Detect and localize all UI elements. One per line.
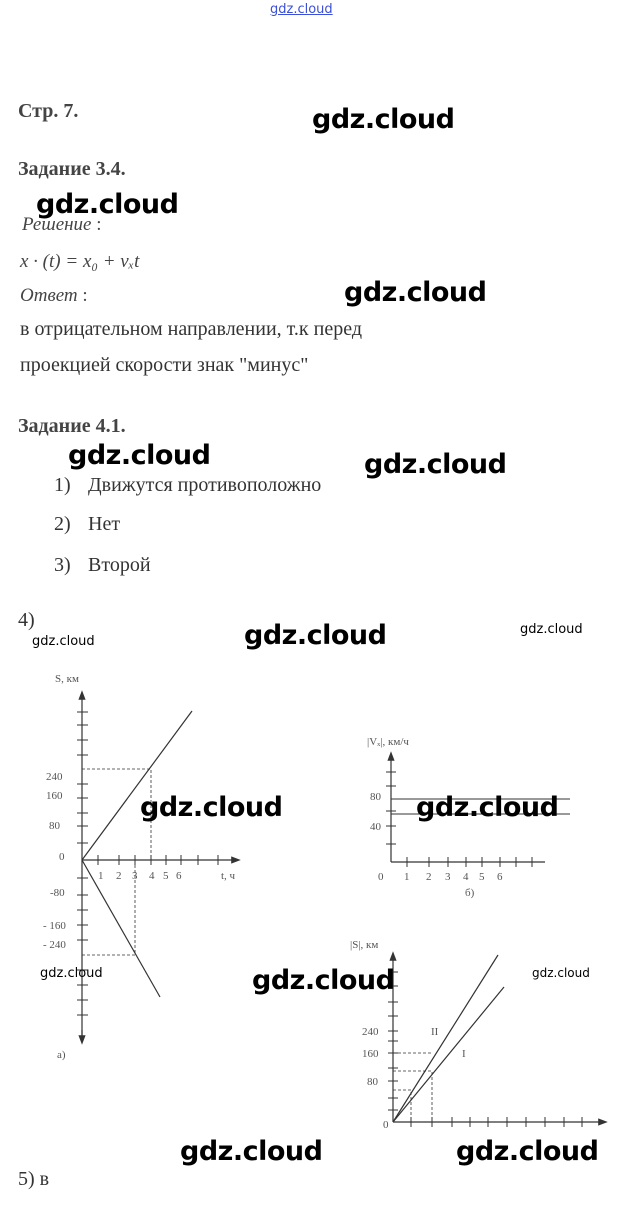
graph-b-caption: б): [465, 887, 475, 899]
watermark: gdz.cloud: [532, 966, 590, 980]
line-II: [392, 954, 499, 1123]
answer-label-text: Ответ: [20, 285, 78, 306]
tick-label: 80: [370, 791, 382, 803]
list-item-num: 2): [54, 513, 71, 535]
tick-label: - 160: [43, 920, 66, 932]
tick-label: 5: [479, 871, 485, 883]
watermark: gdz.cloud: [40, 966, 103, 981]
line-I: [392, 986, 505, 1123]
watermark: gdz.cloud: [364, 449, 507, 480]
graph-c: [388, 951, 608, 1127]
tick-label: 2: [116, 870, 122, 882]
list-item: Движутся противоположно: [88, 474, 322, 496]
list-item-num: 3): [54, 554, 71, 576]
solution-label-text: Решение: [22, 214, 92, 235]
watermark: gdz.cloud: [140, 792, 283, 823]
tick-label: 1: [404, 871, 410, 883]
page-label: Стр. 7.: [18, 100, 79, 122]
tick-label: 40: [370, 821, 382, 833]
tick-label: 0: [383, 1119, 389, 1131]
tick-label: 0: [59, 851, 65, 863]
tick-label: 6: [497, 871, 503, 883]
item-4: 4): [18, 609, 35, 631]
tick-label: 3: [445, 871, 451, 883]
watermark: gdz.cloud: [252, 965, 395, 996]
task-4-1-title: Задание 4.1.: [18, 415, 126, 437]
formula: x · (t) = x₀ + vₓt: [20, 251, 140, 272]
task-3-4-title: Задание 3.4.: [18, 158, 126, 180]
answer-line-1: в отрицательном направлении, т.к перед: [20, 318, 362, 340]
tick-label: 80: [49, 820, 61, 832]
list-item: Нет: [88, 513, 121, 535]
line-up: [81, 710, 193, 861]
item-5: 5) в: [18, 1168, 50, 1190]
graph-c-ylabel: |S|, км: [350, 939, 378, 951]
watermark: gdz.cloud: [180, 1136, 323, 1167]
tick-label: 80: [367, 1076, 379, 1088]
tick-label: -80: [50, 887, 65, 899]
graph-b: [386, 751, 570, 867]
tick-label: - 240: [43, 939, 66, 951]
tick-label: 4: [149, 870, 155, 882]
watermark: gdz.cloud: [68, 440, 211, 471]
list-item: Второй: [88, 554, 151, 576]
tick-label: 4: [463, 871, 469, 883]
watermark: gdz.cloud: [344, 277, 487, 308]
tick-label: 160: [46, 790, 63, 802]
tick-label: 240: [46, 771, 63, 783]
watermark: gdz.cloud: [520, 622, 583, 637]
tick-label: 2: [426, 871, 432, 883]
line-down: [81, 859, 161, 998]
tick-label: 160: [362, 1048, 379, 1060]
tick-label: 6: [176, 870, 182, 882]
line-label-II: II: [431, 1026, 439, 1038]
graph-a-ylabel: S, км: [55, 673, 79, 685]
line-label-I: I: [462, 1048, 466, 1060]
tick-label: 5: [163, 870, 169, 882]
graph-a-xlabel: t, ч: [221, 870, 236, 882]
watermark: gdz.cloud: [36, 189, 179, 220]
watermark: gdz.cloud: [32, 634, 95, 649]
watermark: gdz.cloud: [244, 620, 387, 651]
tick-label: 3: [132, 870, 138, 882]
graph-a-caption: а): [57, 1049, 66, 1061]
tick-label: 1: [98, 870, 104, 882]
tick-label: 0: [378, 871, 384, 883]
watermark-link[interactable]: gdz.cloud: [270, 2, 333, 17]
answer-label: Ответ :: [20, 285, 88, 306]
watermark: gdz.cloud: [312, 104, 455, 135]
solution-label: Решение :: [22, 214, 102, 235]
answer-line-2: проекцией скорости знак "минус": [20, 354, 309, 376]
watermark: gdz.cloud: [416, 792, 559, 823]
graph-b-ylabel: |Vₓ|, км/ч: [367, 736, 409, 748]
graph-a: [77, 690, 241, 1045]
list-item-num: 1): [54, 474, 71, 496]
watermark: gdz.cloud: [456, 1136, 599, 1167]
tick-label: 240: [362, 1026, 379, 1038]
